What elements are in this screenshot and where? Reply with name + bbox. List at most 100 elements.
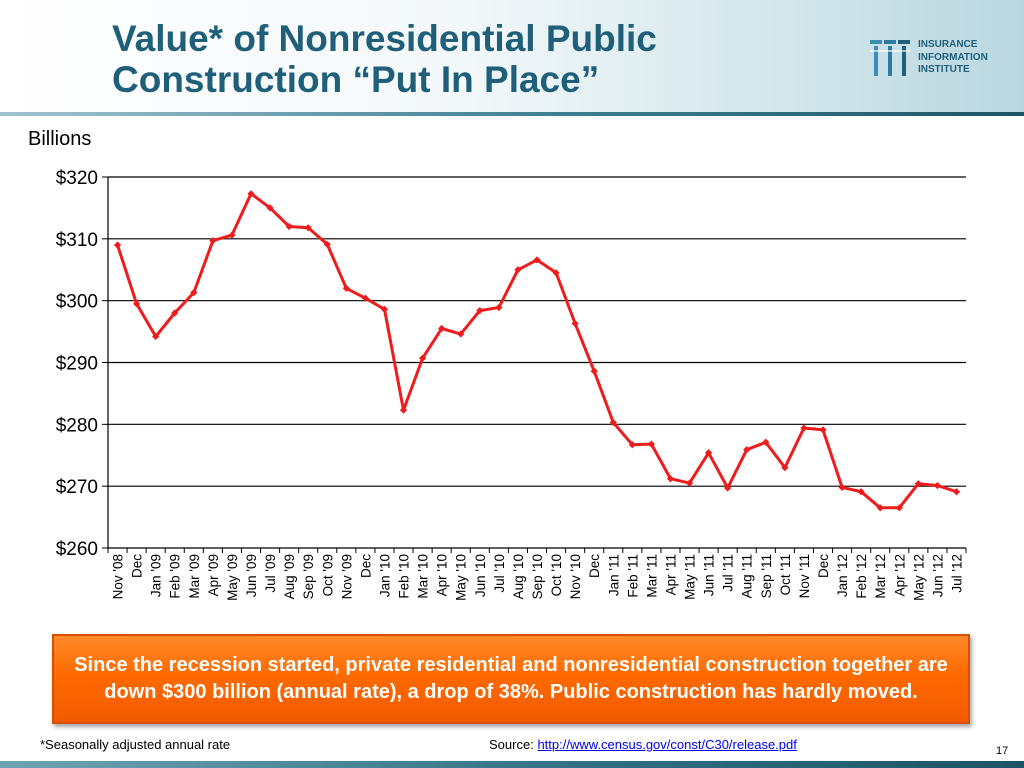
iii-logo-icon	[870, 40, 910, 76]
bottom-band	[0, 761, 1024, 768]
data-point	[342, 284, 350, 292]
x-tick-label: Apr '12	[892, 554, 907, 596]
x-tick-label: Mar '12	[873, 554, 888, 599]
x-tick-label: Feb '10	[397, 554, 412, 599]
x-tick-label: Aug '11	[740, 554, 755, 598]
x-tick-label: Feb '09	[168, 554, 183, 599]
x-tick-label: Apr '10	[435, 554, 450, 596]
x-tick-label: Oct '11	[778, 554, 793, 595]
y-tick-label: $260	[56, 539, 98, 560]
x-tick-label: Mar '10	[416, 554, 431, 599]
callout-box: Since the recession started, private res…	[52, 634, 970, 724]
data-point	[762, 438, 770, 446]
logo-text-line-3: INSTITUTE	[918, 64, 970, 75]
x-tick-label: Feb '11	[625, 554, 640, 598]
data-point	[171, 309, 179, 317]
x-tick-label: Jul '09	[263, 554, 278, 593]
logo-text-line-1: INSURANCE	[918, 39, 978, 50]
y-tick-label: $300	[56, 292, 98, 313]
series-line	[116, 192, 957, 510]
data-point	[361, 294, 369, 302]
x-tick-label: Sep '11	[759, 554, 774, 598]
data-point	[628, 441, 636, 449]
y-tick-label: $310	[56, 230, 98, 251]
x-tick-label: Nov '10	[568, 554, 583, 599]
callout-text: Since the recession started, private res…	[74, 654, 948, 703]
iii-logo: INSURANCE INFORMATION INSTITUTE	[868, 36, 1018, 80]
data-point	[895, 504, 903, 512]
data-point	[266, 204, 274, 212]
page-number: 17	[996, 745, 1009, 757]
data-point	[609, 418, 617, 427]
iii-logo-text: INSURANCE INFORMATION INSTITUTE	[918, 39, 1018, 77]
data-point	[743, 446, 751, 454]
y-tick-label: $290	[56, 354, 98, 375]
data-point	[857, 488, 865, 496]
x-tick-label: Dec	[587, 554, 602, 578]
data-point	[113, 241, 122, 249]
x-tick-label: Apr '11	[663, 554, 678, 595]
x-tick-label: Aug '09	[282, 554, 297, 599]
x-tick-label: Dec	[816, 554, 831, 578]
y-tick-label: $280	[56, 415, 98, 436]
x-tick-label: Sep '09	[301, 554, 316, 599]
x-tick-label: Feb '12	[854, 554, 869, 599]
x-tick-label: Jul '12	[949, 554, 964, 593]
slide-title-line-1: Value* of Nonresidential Public	[112, 18, 657, 59]
data-point	[323, 240, 331, 248]
data-point	[380, 305, 389, 313]
slide-title-line-2: Construction “Put In Place”	[112, 59, 600, 100]
x-tick-label: Aug '10	[511, 554, 526, 599]
x-tick-label: Mar '09	[187, 554, 202, 599]
x-tick-label: Oct '10	[549, 554, 564, 596]
data-point	[800, 424, 808, 432]
x-tick-label: Nov '08	[111, 554, 126, 599]
x-tick-label: May '11	[683, 554, 698, 600]
data-point	[285, 222, 293, 231]
data-point	[876, 504, 884, 512]
header-rule	[0, 112, 1024, 116]
x-tick-label: Nov '11	[797, 554, 812, 598]
data-point	[590, 367, 598, 375]
x-tick-label: May '12	[911, 554, 926, 601]
data-point	[724, 484, 732, 492]
data-point	[514, 266, 522, 274]
x-tick-label: Jan '10	[377, 554, 392, 597]
y-tick-label: $270	[56, 477, 98, 498]
x-tick-label: Oct '09	[320, 554, 335, 596]
x-tick-label: Nov '09	[339, 554, 354, 599]
data-point	[228, 231, 236, 239]
source-citation: Source: http://www.census.gov/const/C30/…	[489, 737, 797, 752]
data-point	[952, 488, 961, 496]
y-tick-label: $320	[56, 168, 98, 189]
data-point	[399, 406, 408, 414]
data-point	[552, 269, 560, 277]
data-point	[209, 237, 217, 245]
x-tick-label: May '10	[454, 554, 469, 601]
data-point	[914, 480, 922, 488]
data-point	[247, 190, 255, 198]
x-tick-label: Dec	[130, 554, 145, 578]
x-tick-label: Dec	[358, 554, 373, 578]
data-point	[476, 306, 484, 315]
source-link[interactable]: http://www.census.gov/const/C30/release.…	[537, 737, 797, 752]
data-point	[838, 483, 846, 492]
data-point	[666, 475, 675, 483]
header-band	[0, 0, 1024, 112]
slide-title: Value* of Nonresidential Public Construc…	[112, 18, 832, 100]
data-point	[304, 224, 312, 232]
x-tick-label: May '09	[225, 554, 240, 601]
x-tick-label: Mar '11	[644, 554, 659, 598]
x-tick-label: Jun '11	[702, 554, 717, 596]
x-tick-label: Jul '10	[492, 554, 507, 593]
x-tick-label: Jan '12	[835, 554, 850, 597]
data-point	[781, 464, 789, 472]
data-point	[647, 440, 655, 448]
source-label: Source:	[489, 737, 534, 752]
data-point	[933, 481, 941, 490]
x-tick-label: Apr '09	[206, 554, 221, 596]
x-tick-label: Jan '09	[149, 554, 164, 597]
line-chart: $260 $270 $280 $290 $300 $310 $320 Nov '08 Dec J…	[56, 168, 967, 601]
y-axis-unit-label: Billions	[28, 128, 92, 150]
data-point	[705, 449, 713, 457]
